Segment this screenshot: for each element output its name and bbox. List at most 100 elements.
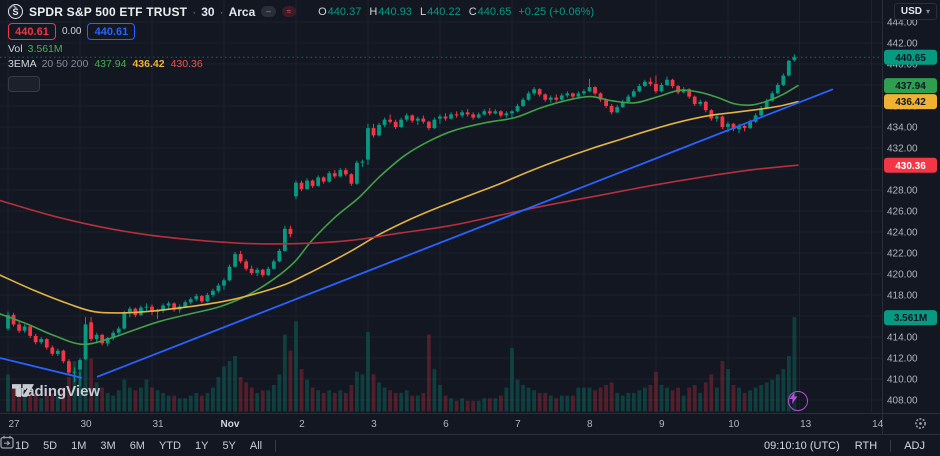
candle-body (366, 128, 370, 160)
volume-bar (515, 379, 520, 412)
price-tick-label: 410.00 (887, 375, 918, 386)
volume-bar (144, 379, 149, 412)
volume-bar (714, 387, 719, 412)
price-tick-label: 414.00 (887, 333, 918, 344)
session-rth-button[interactable]: RTH (854, 439, 878, 452)
volume-row[interactable]: Vol 3.561M (8, 43, 594, 55)
volume-bar (637, 390, 642, 412)
volume-badge-bg (884, 310, 937, 326)
volume-bar (205, 392, 210, 412)
symbol-logo[interactable]: S (8, 4, 23, 19)
range-5d-button[interactable]: 5D (43, 439, 58, 452)
trendline-ascending[interactable] (96, 88, 834, 378)
range-ytd-button[interactable]: YTD (158, 439, 181, 452)
volume-bar (166, 395, 171, 412)
chevron-down-icon: ▾ (925, 7, 930, 16)
price-tick-label: 444.00 (887, 18, 918, 29)
volume-bar (443, 395, 448, 412)
price-tick-label: 428.00 (887, 186, 918, 197)
time-axis-settings-button[interactable] (914, 417, 932, 433)
volume-bar (449, 398, 453, 412)
candle-body (764, 100, 769, 109)
sell-button[interactable]: 440.61 (8, 23, 56, 40)
time-tick-label: 7 (515, 419, 521, 430)
volume-bar (460, 398, 465, 412)
volume-bar (426, 334, 431, 412)
ema200-badge: 430.36 (884, 157, 937, 173)
instant-data-status-button[interactable] (788, 391, 808, 411)
range-1y-button[interactable]: 1Y (194, 439, 209, 452)
adjust-button[interactable]: ADJ (904, 439, 925, 452)
volume-badge: 3.561M (884, 310, 937, 326)
volume-bar (670, 390, 675, 412)
range-5y-button[interactable]: 5Y (222, 439, 236, 452)
candle-body (548, 97, 553, 100)
time-tick-label: 9 (659, 419, 665, 430)
collapse-legend-button[interactable] (8, 4, 40, 92)
candle-body (449, 114, 453, 119)
candle-body (465, 112, 470, 115)
volume-bar (388, 390, 393, 412)
candle-body (354, 162, 359, 184)
price-tick-label: 412.00 (887, 354, 918, 365)
price-tick-label: 434.00 (887, 123, 918, 134)
candle-body (349, 174, 354, 184)
volume-bar (410, 395, 415, 412)
volume-bar (332, 392, 337, 412)
time-tick-label: Nov (221, 419, 240, 430)
candle-body (266, 268, 271, 276)
volume-bar (731, 385, 736, 412)
candle-body (648, 81, 653, 84)
volume-bar (665, 387, 669, 412)
clock-timezone-button[interactable]: 09:10:10 (UTC) (763, 439, 840, 452)
range-1m-button[interactable]: 1M (71, 439, 87, 452)
range-all-button[interactable]: All (249, 439, 263, 452)
candle-body (559, 95, 564, 100)
volume-bar (377, 382, 381, 412)
candle-body (249, 268, 254, 273)
buy-button[interactable]: 440.61 (87, 23, 136, 40)
volume-bar (55, 395, 60, 412)
ema200-badge-text: 430.36 (895, 161, 926, 172)
candle-body (670, 79, 675, 87)
volume-bar (537, 392, 542, 412)
symbol-title[interactable]: SPDR S&P 500 ETF TRUST (29, 4, 188, 19)
volume-bar (748, 390, 752, 412)
candle-body (460, 112, 465, 116)
volume-bar (510, 347, 514, 412)
range-6m-button[interactable]: 6M (129, 439, 145, 452)
candle-body (155, 310, 160, 312)
delayed-data-pill[interactable]: ≈ (281, 6, 297, 17)
candle-body (39, 339, 44, 343)
volume-bar (238, 377, 243, 412)
volume-bar (305, 379, 309, 412)
currency-selector[interactable]: USD ▾ (893, 3, 937, 20)
ema-indicator-row[interactable]: 3EMA 20 50 200 437.94 436.42 430.36 (8, 58, 594, 70)
volume-bar (587, 387, 592, 412)
candle-body (698, 101, 703, 104)
candle-body (299, 182, 304, 189)
price-tick-label: 440.00 (887, 60, 918, 71)
volume-bar (122, 379, 127, 412)
candle-body (576, 93, 581, 97)
range-1d-button[interactable]: 1D (15, 439, 30, 452)
market-status-pill[interactable]: – (261, 6, 276, 17)
candle-body (510, 111, 514, 114)
interval-value[interactable]: 30 (201, 4, 215, 19)
candle-body (17, 324, 21, 331)
tradingview-watermark[interactable]: TradingView (12, 383, 100, 400)
candle-body (587, 87, 592, 92)
trendline-descending[interactable] (0, 357, 83, 379)
ema50-value: 436.42 (132, 58, 165, 70)
volume-bar (133, 390, 138, 412)
candle-body (305, 180, 309, 189)
volume-bar (310, 387, 315, 412)
go-to-date-button[interactable] (0, 435, 302, 454)
volume-bar (454, 400, 459, 412)
candle-body (476, 114, 481, 118)
range-3m-button[interactable]: 3M (100, 439, 116, 452)
volume-label: Vol (8, 43, 23, 55)
exchange-name[interactable]: Arca (228, 4, 256, 19)
